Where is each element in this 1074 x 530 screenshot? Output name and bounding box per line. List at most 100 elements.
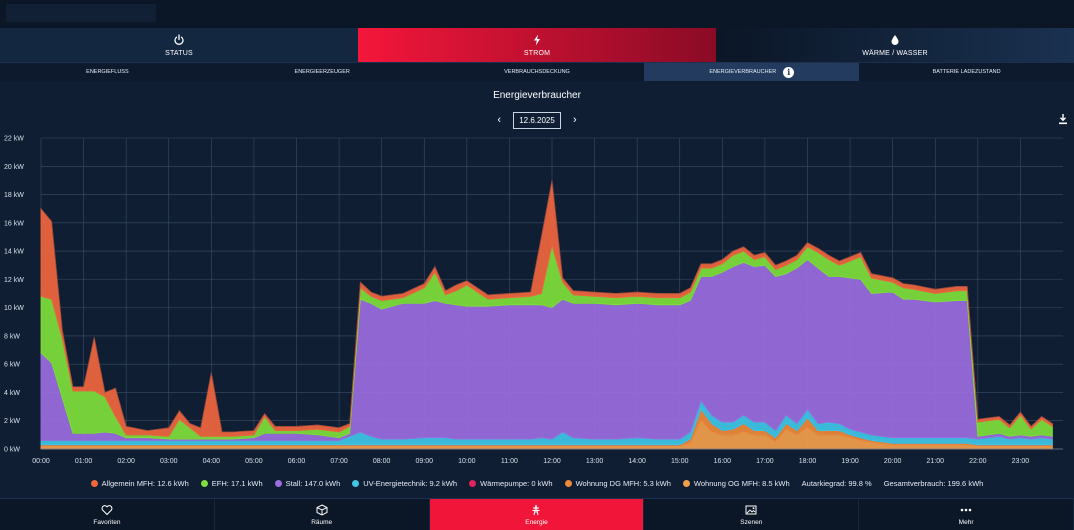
tab-strom-label: STROM xyxy=(523,49,551,57)
tab-strom[interactable]: STROM xyxy=(358,28,716,62)
date-field[interactable]: 12.6.2025 xyxy=(513,111,561,129)
subtab-batterie-ladezustand[interactable]: BATTERIE LADEZUSTAND xyxy=(932,69,1001,75)
top-strip xyxy=(0,0,1074,28)
date-navigator: ‹ 12.6.2025 › xyxy=(0,110,1074,130)
x-tick-label: 18:00 xyxy=(799,458,817,465)
x-tick-label: 10:00 xyxy=(458,458,476,465)
tab-status-label: STATUS xyxy=(165,49,193,57)
legend-gesamt-text: Gesamtverbrauch: 199.6 kWh xyxy=(883,478,984,488)
nav-energie-label: Energie xyxy=(525,518,548,526)
x-tick-label: 11:00 xyxy=(501,458,518,465)
x-tick-label: 03:00 xyxy=(160,458,178,465)
y-tick-label: 2 kW xyxy=(4,418,20,425)
nav-mehr-label: Mehr xyxy=(958,518,974,526)
x-tick-label: 13:00 xyxy=(586,458,604,465)
tab-status[interactable]: STATUS xyxy=(0,28,358,62)
x-tick-label: 12:00 xyxy=(543,458,561,465)
tab-waerme-wasser[interactable]: WÄRME / WASSER xyxy=(716,28,1074,62)
main-tabs: STATUS STROM WÄRME / WASSER xyxy=(0,28,1074,62)
download-icon[interactable] xyxy=(1058,113,1068,125)
legend-autarkie-text: Autarkiegrad: 99.8 % xyxy=(801,478,872,488)
blurred-header xyxy=(6,4,156,22)
y-tick-label: 14 kW xyxy=(4,249,24,256)
tab-waerme-label: WÄRME / WASSER xyxy=(862,49,928,57)
y-tick-label: 22 kW xyxy=(4,136,24,143)
next-day-button[interactable]: › xyxy=(572,114,577,126)
subtab-energieerzeuger[interactable]: ENERGIEERZEUGER xyxy=(294,69,350,75)
x-tick-label: 20:00 xyxy=(884,458,902,465)
chart-legend: Allgemein MFH: 12.6 kWh EFH: 17.1 kWh Stal… xyxy=(0,476,1074,490)
legend-label: Allgemein MFH: 12.6 kWh xyxy=(101,478,189,488)
x-tick-label: 09:00 xyxy=(415,458,433,465)
nav-energie[interactable]: Energie xyxy=(429,499,645,530)
x-tick-label: 04:00 xyxy=(203,458,221,465)
energy-consumer-chart: 0 kW 2 kW 4 kW 6 kW 8 kW 10 kW 12 kW 14 kW 16 kW… xyxy=(4,136,1063,465)
x-tick-label: 07:00 xyxy=(330,458,348,465)
y-tick-label: 20 kW xyxy=(4,164,24,171)
info-icon[interactable]: i xyxy=(783,66,795,78)
series-line-allgemein-mfh xyxy=(40,180,1053,433)
x-tick-label: 08:00 xyxy=(373,458,391,465)
legend-dot xyxy=(200,479,208,487)
y-tick-label: 18 kW xyxy=(4,192,24,199)
legend-label: EFH: 17.1 kWh xyxy=(211,478,263,488)
legend-dot xyxy=(274,479,282,487)
more-dots-icon xyxy=(960,508,972,511)
subtab-energieverbraucher[interactable]: ENERGIEVERBRAUCHER i xyxy=(644,63,860,81)
y-tick-label: 0 kW xyxy=(4,447,20,454)
x-tick-label: 06:00 xyxy=(288,458,306,465)
y-tick-label: 4 kW xyxy=(4,390,20,397)
x-tick-label: 05:00 xyxy=(245,458,263,465)
power-icon xyxy=(174,33,184,45)
subtab-energieverbraucher-label: ENERGIEVERBRAUCHER xyxy=(709,69,777,75)
legend-label: Wohnung OG MFH: 8.5 kWh xyxy=(693,478,790,488)
y-tick-label: 16 kW xyxy=(4,220,24,227)
chart-title: Energieverbraucher xyxy=(493,90,581,101)
bottom-navigation: Favoriten Räume Energie Szenen Mehr xyxy=(0,498,1074,530)
cube-icon xyxy=(316,503,328,516)
x-tick-label: 15:00 xyxy=(671,458,689,465)
nav-szenen-label: Szenen xyxy=(740,518,763,526)
legend-item[interactable]: Stall: 147.0 kWh xyxy=(274,479,340,488)
y-tick-label: 10 kW xyxy=(4,305,24,312)
nav-favoriten[interactable]: Favoriten xyxy=(0,499,215,530)
y-tick-label: 8 kW xyxy=(4,333,20,340)
legend-dot xyxy=(469,479,477,487)
legend-label: UV-Energietechnik: 9.2 kWh xyxy=(363,478,458,488)
y-tick-label: 6 kW xyxy=(4,362,20,369)
water-drop-icon xyxy=(891,34,899,45)
legend-autarkie: Autarkiegrad: 99.8 % xyxy=(802,479,872,488)
energy-tower-icon xyxy=(532,504,540,515)
x-tick-label: 21:00 xyxy=(926,458,944,465)
x-tick-label: 14:00 xyxy=(628,458,646,465)
heart-icon xyxy=(101,504,113,515)
x-tick-label: 00:00 xyxy=(32,458,50,465)
nav-mehr[interactable]: Mehr xyxy=(859,499,1074,530)
legend-gesamt: Gesamtverbrauch: 199.6 kWh xyxy=(884,479,984,488)
image-icon xyxy=(745,505,757,514)
legend-item[interactable]: Wohnung DG MFH: 5.3 kWh xyxy=(564,478,671,488)
x-tick-label: 19:00 xyxy=(841,458,859,465)
legend-dot xyxy=(564,479,572,487)
legend-item[interactable]: Wärmepumpe: 0 kWh xyxy=(469,479,553,488)
x-tick-label: 17:00 xyxy=(756,458,774,465)
legend-item[interactable]: Wohnung OG MFH: 8.5 kWh xyxy=(682,478,790,488)
subtab-energiefluss[interactable]: ENERGIEFLUSS xyxy=(86,69,129,75)
prev-day-button[interactable]: ‹ xyxy=(497,114,502,126)
subtab-verbrauchsdeckung[interactable]: VERBRAUCHSDECKUNG xyxy=(504,69,570,75)
legend-item[interactable]: EFH: 17.1 kWh xyxy=(200,478,263,488)
nav-raeume-label: Räume xyxy=(311,518,333,526)
nav-raeume[interactable]: Räume xyxy=(214,499,430,530)
nav-favoriten-label: Favoriten xyxy=(93,518,121,526)
legend-item[interactable]: UV-Energietechnik: 9.2 kWh xyxy=(352,479,457,488)
nav-szenen[interactable]: Szenen xyxy=(644,499,860,530)
legend-dot xyxy=(682,479,690,487)
legend-label: Wärmepumpe: 0 kWh xyxy=(480,478,553,488)
x-tick-label: 01:00 xyxy=(75,458,93,465)
legend-item[interactable]: Allgemein MFH: 12.6 kWh xyxy=(90,478,189,488)
legend-label: Wohnung DG MFH: 5.3 kWh xyxy=(575,478,671,488)
x-tick-label: 22:00 xyxy=(969,458,987,465)
y-tick-label: 12 kW xyxy=(4,277,24,284)
x-tick-label: 16:00 xyxy=(714,458,732,465)
x-tick-label: 02:00 xyxy=(117,458,135,465)
